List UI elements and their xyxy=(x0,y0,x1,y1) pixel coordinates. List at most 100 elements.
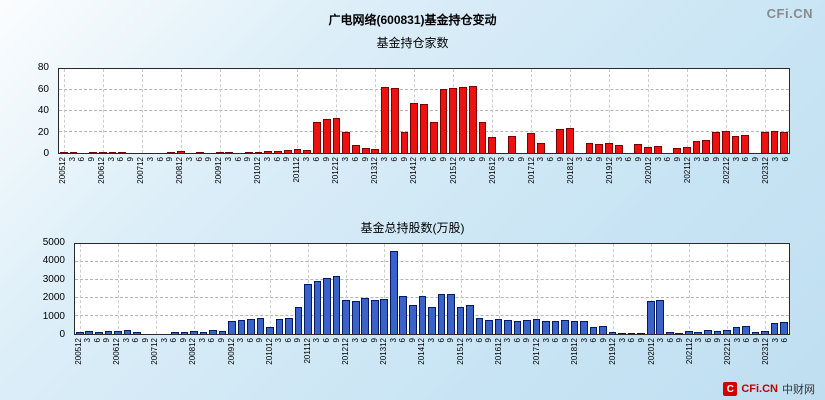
x-label-slot: 201812 xyxy=(570,338,580,382)
bar-slot xyxy=(439,69,449,153)
x-tick-label: 9 xyxy=(178,338,188,343)
x-tick-label: 6 xyxy=(321,338,331,343)
x-tick-label: 6 xyxy=(283,338,293,343)
x-tick-label: 6 xyxy=(551,338,561,343)
x-label-slot: 6 xyxy=(627,338,638,382)
bar xyxy=(536,142,545,153)
bar xyxy=(361,147,370,153)
bar-slot xyxy=(302,69,312,153)
x-label-slot: 201912 xyxy=(605,157,615,201)
bar-slot xyxy=(147,69,157,153)
x-tick-label: 9 xyxy=(446,338,456,343)
x-label-slot: 3 xyxy=(771,157,781,201)
bar xyxy=(361,298,370,334)
bar-slot xyxy=(446,244,456,334)
bar-slot xyxy=(189,244,199,334)
x-tick-label: 6 xyxy=(780,338,790,343)
bar-slot xyxy=(674,244,684,334)
x-label-slot: 201712 xyxy=(527,157,537,201)
x-label-slot: 6 xyxy=(207,338,218,382)
x-label-slot: 6 xyxy=(507,157,517,201)
x-label-slot: 6 xyxy=(585,157,595,201)
x-label-slot: 6 xyxy=(195,157,205,201)
x-label-slot: 9 xyxy=(673,157,683,201)
bar xyxy=(323,278,331,334)
x-label-slot: 202312 xyxy=(761,338,771,382)
bar xyxy=(75,332,84,334)
cfi-logo-icon: C xyxy=(723,382,738,396)
bar-slot xyxy=(98,69,108,153)
bar xyxy=(684,331,693,334)
x-tick-label: 202112 xyxy=(682,157,692,184)
bar-slot xyxy=(448,69,458,153)
bar-slot xyxy=(575,69,585,153)
bar-slot xyxy=(132,244,142,334)
x-tick-label: 3 xyxy=(656,338,666,343)
bar-slot xyxy=(770,69,780,153)
bar-slot xyxy=(322,244,332,334)
x-label-slot: 9 xyxy=(675,338,685,382)
x-label-slot: 3 xyxy=(185,157,195,201)
v-gridline xyxy=(270,244,272,334)
x-label-slot: 9 xyxy=(102,338,113,382)
x-tick-label: 6 xyxy=(272,157,282,162)
x-label-slot: 6 xyxy=(322,338,332,382)
bar-slot xyxy=(692,69,702,153)
bar-slot xyxy=(380,244,390,334)
bar xyxy=(85,331,94,334)
x-tick-label: 9 xyxy=(360,157,370,162)
bar xyxy=(618,332,626,334)
bar-slot xyxy=(215,69,225,153)
bar-slot xyxy=(507,69,517,153)
bar-slot xyxy=(256,244,266,334)
x-label-slot: 9 xyxy=(165,157,175,201)
x-label-slot: 6 xyxy=(284,338,294,382)
x-tick-label: 3 xyxy=(121,338,131,343)
bar-slot xyxy=(408,244,418,334)
x-axis-total-shares: 200512 3 6 9 200612 3 6 9 200712 3 6 9 200812 3 6 9 2009… xyxy=(74,338,790,382)
x-tick-label: 6 xyxy=(665,338,675,343)
bar-slot xyxy=(294,244,304,334)
cfi-site-name: 中财网 xyxy=(782,384,815,396)
x-tick-label: 3 xyxy=(614,157,624,162)
x-tick-label: 6 xyxy=(194,157,204,162)
bar-slot xyxy=(275,244,285,334)
bar xyxy=(352,144,360,153)
x-label-slot: 3 xyxy=(68,157,78,201)
x-tick-label: 3 xyxy=(83,338,93,343)
x-tick-label: 3 xyxy=(692,157,702,162)
x-label-slot: 3 xyxy=(224,157,234,201)
x-tick-label: 3 xyxy=(197,338,207,343)
bar xyxy=(428,307,436,334)
x-label-slot: 201812 xyxy=(566,157,576,201)
x-tick-label: 9 xyxy=(243,157,253,162)
x-axis-funds-count: 200512 3 6 9 200612 3 6 9 200712 3 6 9 200812 3 6 9 2009… xyxy=(58,157,790,201)
x-tick-label: 200912 xyxy=(226,338,236,365)
bar xyxy=(488,137,497,153)
x-label-slot: 9 xyxy=(752,338,762,382)
v-gridline xyxy=(375,69,377,153)
bar-slot xyxy=(205,69,215,153)
x-label-slot: 9 xyxy=(255,338,265,382)
x-label-slot: 9 xyxy=(478,157,488,201)
x-tick-label: 201712 xyxy=(526,157,536,184)
bar-slot xyxy=(137,69,147,153)
y-tick-label: 20 xyxy=(37,126,49,138)
cfi-logo-text: CFi.CN xyxy=(741,383,778,395)
v-gridline xyxy=(297,69,299,153)
x-tick-label: 9 xyxy=(484,338,494,343)
x-tick-label: 3 xyxy=(541,338,551,343)
bar xyxy=(237,319,246,334)
x-tick-label: 201812 xyxy=(565,157,575,184)
bar xyxy=(123,330,132,334)
bar xyxy=(390,87,399,153)
bar xyxy=(247,318,255,334)
y-tick-label: 3000 xyxy=(42,273,65,285)
bar-slot xyxy=(643,69,653,153)
bar xyxy=(342,132,351,153)
bar xyxy=(399,296,408,334)
bar-slot xyxy=(180,244,190,334)
x-tick-label: 201812 xyxy=(570,338,580,365)
bar xyxy=(456,307,465,334)
y-tick-label: 40 xyxy=(37,105,49,116)
